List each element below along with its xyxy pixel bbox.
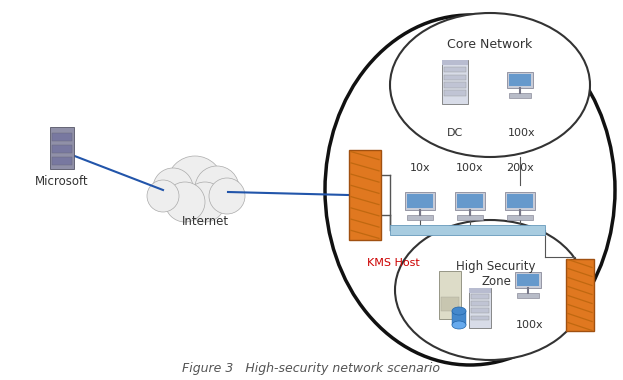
Text: Internet: Internet	[181, 215, 229, 228]
FancyBboxPatch shape	[52, 145, 72, 153]
FancyBboxPatch shape	[349, 150, 381, 240]
FancyBboxPatch shape	[515, 272, 541, 288]
Text: KMS Host: KMS Host	[366, 258, 419, 268]
Circle shape	[185, 182, 225, 222]
Text: 100x: 100x	[516, 320, 544, 330]
FancyBboxPatch shape	[405, 192, 435, 210]
FancyBboxPatch shape	[50, 127, 74, 169]
Text: High Security
Zone: High Security Zone	[456, 260, 536, 288]
Circle shape	[209, 178, 245, 214]
FancyBboxPatch shape	[407, 194, 433, 208]
Circle shape	[153, 168, 193, 208]
FancyBboxPatch shape	[471, 301, 489, 306]
Text: Core Network: Core Network	[447, 38, 533, 51]
Circle shape	[147, 180, 179, 212]
FancyBboxPatch shape	[509, 74, 531, 86]
Ellipse shape	[325, 15, 615, 365]
FancyBboxPatch shape	[471, 294, 489, 299]
Text: 200x: 200x	[506, 163, 534, 173]
FancyBboxPatch shape	[444, 74, 466, 80]
FancyBboxPatch shape	[507, 194, 533, 208]
FancyBboxPatch shape	[517, 274, 539, 286]
FancyBboxPatch shape	[407, 215, 433, 220]
FancyBboxPatch shape	[442, 60, 468, 65]
FancyBboxPatch shape	[505, 192, 535, 210]
FancyBboxPatch shape	[439, 271, 461, 319]
FancyBboxPatch shape	[390, 225, 545, 235]
FancyBboxPatch shape	[444, 82, 466, 88]
FancyBboxPatch shape	[455, 192, 485, 210]
Text: Microsoft: Microsoft	[35, 175, 89, 188]
FancyBboxPatch shape	[469, 288, 491, 293]
Text: DC: DC	[447, 128, 463, 138]
Ellipse shape	[395, 220, 585, 360]
Circle shape	[167, 156, 223, 212]
FancyBboxPatch shape	[509, 93, 531, 98]
FancyBboxPatch shape	[457, 194, 483, 208]
FancyBboxPatch shape	[52, 133, 72, 141]
FancyBboxPatch shape	[444, 90, 466, 96]
Text: 10x: 10x	[410, 163, 430, 173]
FancyBboxPatch shape	[442, 60, 468, 104]
FancyBboxPatch shape	[469, 288, 491, 328]
FancyBboxPatch shape	[507, 215, 533, 220]
FancyBboxPatch shape	[471, 309, 489, 313]
Ellipse shape	[452, 321, 466, 329]
Text: 100x: 100x	[508, 128, 536, 138]
FancyBboxPatch shape	[441, 297, 459, 311]
FancyBboxPatch shape	[517, 293, 539, 298]
Ellipse shape	[390, 13, 590, 157]
Text: Figure 3   High-security network scenario: Figure 3 High-security network scenario	[183, 362, 440, 375]
FancyBboxPatch shape	[52, 157, 72, 165]
FancyBboxPatch shape	[507, 72, 533, 88]
FancyBboxPatch shape	[457, 215, 483, 220]
Circle shape	[195, 166, 239, 210]
FancyBboxPatch shape	[566, 259, 594, 331]
Text: 100x: 100x	[456, 163, 484, 173]
FancyBboxPatch shape	[452, 311, 466, 325]
Ellipse shape	[452, 307, 466, 315]
FancyBboxPatch shape	[444, 66, 466, 72]
FancyBboxPatch shape	[471, 316, 489, 320]
Circle shape	[165, 182, 205, 222]
